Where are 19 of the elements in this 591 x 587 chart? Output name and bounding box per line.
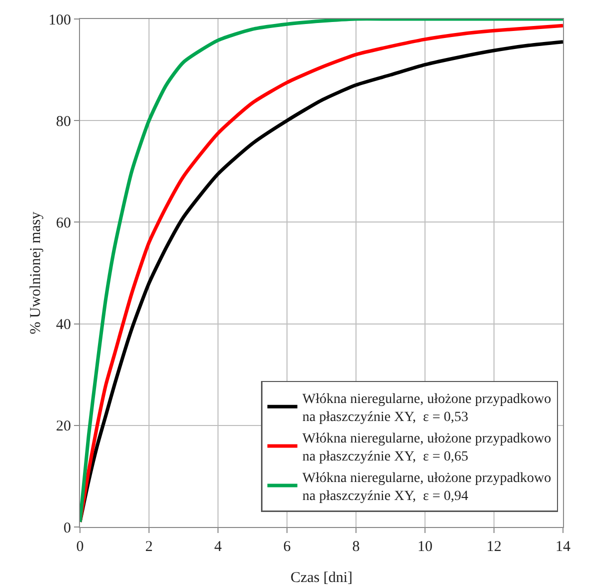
legend-label: Włókna nieregularne, ułożone przypadkowo na płaszczyźnie XY, ε = 0,53 [302, 392, 552, 426]
x-tick-label: 2 [145, 539, 153, 555]
y-tick-label: 40 [56, 317, 71, 334]
y-tick-label: 60 [56, 215, 71, 232]
x-tick-label: 8 [352, 539, 360, 555]
x-tick-label: 6 [283, 539, 292, 555]
x-tick-label: 0 [76, 539, 84, 555]
y-tick-label: 80 [56, 114, 71, 130]
x-tick-label: 10 [418, 539, 432, 555]
legend-label: Włókna nieregularne, ułożone przypadkowo na płaszczyźnie XY, ε = 0,65 [302, 431, 552, 465]
x-tick-label: 4 [214, 539, 222, 555]
y-tick-label: 0 [64, 520, 71, 536]
x-tick-label: 14 [556, 539, 571, 555]
y-tick-label: 100 [48, 12, 71, 28]
legend-label: Włókna nieregularne, ułożone przypadkowo na płaszczyźnie XY, ε = 0,94 [302, 470, 552, 504]
y-axis-title: % Uwolnionej masy [28, 211, 44, 334]
x-axis-title: Czas [dni] [290, 570, 353, 586]
x-tick-label: 12 [486, 539, 502, 555]
y-tick-label: 20 [56, 418, 71, 435]
